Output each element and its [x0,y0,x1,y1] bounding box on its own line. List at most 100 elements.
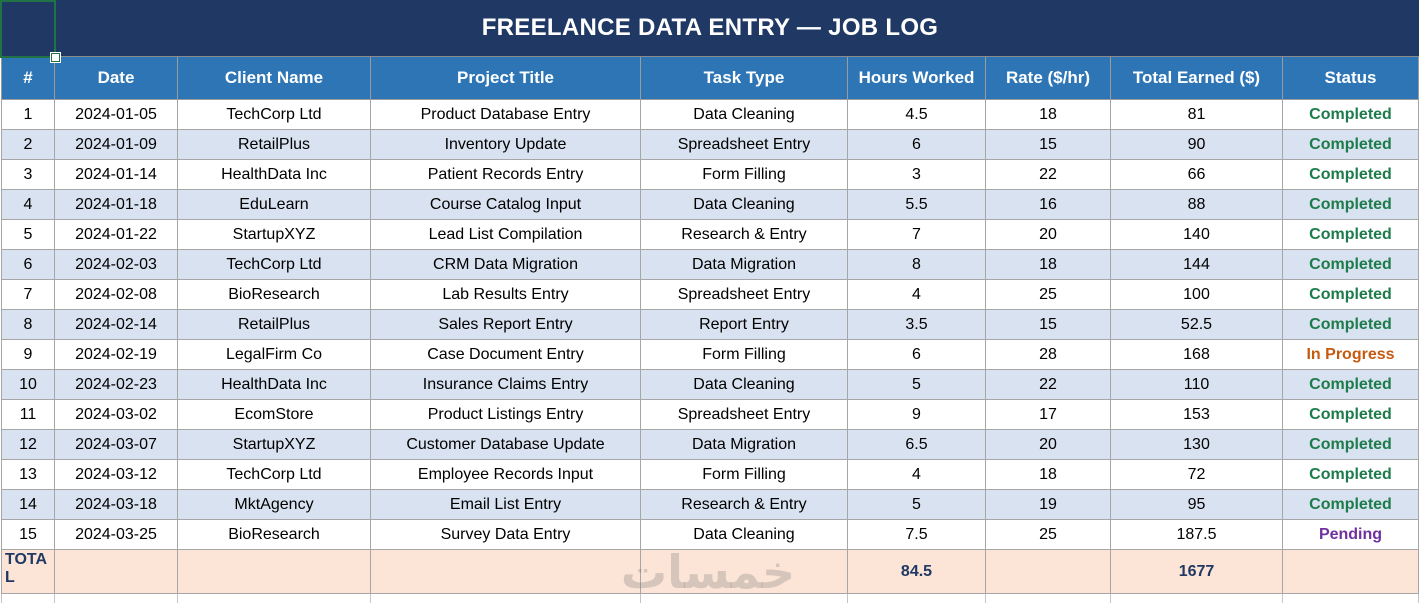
cell-project[interactable]: Survey Data Entry [371,520,641,550]
cell-hours[interactable]: 6.5 [848,430,986,460]
cell-task[interactable]: Form Filling [641,160,848,190]
cell-task[interactable]: Spreadsheet Entry [641,400,848,430]
cell-total[interactable]: 153 [1111,400,1283,430]
column-header[interactable]: Hours Worked [848,57,986,100]
cell-hours[interactable]: 6 [848,130,986,160]
cell-status[interactable]: Pending [1283,520,1419,550]
cell-num[interactable]: 2 [1,130,55,160]
cell-date[interactable]: 2024-03-02 [55,400,178,430]
cell-rate[interactable]: 15 [986,130,1111,160]
cell-rate[interactable]: 19 [986,490,1111,520]
cell-rate[interactable]: 28 [986,340,1111,370]
total-empty-client[interactable] [178,550,371,594]
cell-project[interactable]: Course Catalog Input [371,190,641,220]
cell-client[interactable]: BioResearch [178,520,371,550]
cell-status[interactable]: In Progress [1283,340,1419,370]
cell-task[interactable]: Research & Entry [641,490,848,520]
cell-num[interactable]: 4 [1,190,55,220]
cell-hours[interactable]: 4 [848,280,986,310]
cell-num[interactable]: 3 [1,160,55,190]
cell-total[interactable]: 110 [1111,370,1283,400]
cell-rate[interactable]: 20 [986,430,1111,460]
cell-hours[interactable]: 9 [848,400,986,430]
cell-status[interactable]: Completed [1283,400,1419,430]
cell-task[interactable]: Spreadsheet Entry [641,130,848,160]
cell-client[interactable]: RetailPlus [178,310,371,340]
cell-client[interactable]: StartupXYZ [178,430,371,460]
cell-task[interactable]: Report Entry [641,310,848,340]
cell-client[interactable]: LegalFirm Co [178,340,371,370]
column-header[interactable]: Total Earned ($) [1111,57,1283,100]
cell-project[interactable]: Customer Database Update [371,430,641,460]
cell-num[interactable]: 10 [1,370,55,400]
cell-total[interactable]: 130 [1111,430,1283,460]
cell-hours[interactable]: 5.5 [848,190,986,220]
cell-date[interactable]: 2024-03-12 [55,460,178,490]
cell-date[interactable]: 2024-03-18 [55,490,178,520]
cell-project[interactable]: Product Listings Entry [371,400,641,430]
cell-client[interactable]: TechCorp Ltd [178,100,371,130]
cell-client[interactable]: TechCorp Ltd [178,460,371,490]
cell-num[interactable]: 13 [1,460,55,490]
cell-total[interactable]: 144 [1111,250,1283,280]
cell-client[interactable]: StartupXYZ [178,220,371,250]
cell-client[interactable]: EcomStore [178,400,371,430]
fill-handle[interactable] [50,52,61,63]
cell-date[interactable]: 2024-02-03 [55,250,178,280]
cell-total[interactable]: 168 [1111,340,1283,370]
column-header[interactable]: Date [55,57,178,100]
cell-total[interactable]: 52.5 [1111,310,1283,340]
cell-total[interactable]: 140 [1111,220,1283,250]
cell-total[interactable]: 66 [1111,160,1283,190]
cell-rate[interactable]: 15 [986,310,1111,340]
cell-project[interactable]: CRM Data Migration [371,250,641,280]
cell-total[interactable]: 88 [1111,190,1283,220]
cell-rate[interactable]: 20 [986,220,1111,250]
cell-status[interactable]: Completed [1283,100,1419,130]
empty-cell[interactable] [641,594,848,603]
total-hours-cell[interactable]: 84.5 [848,550,986,594]
cell-hours[interactable]: 4.5 [848,100,986,130]
cell-client[interactable]: MktAgency [178,490,371,520]
cell-num[interactable]: 14 [1,490,55,520]
cell-hours[interactable]: 3 [848,160,986,190]
cell-task[interactable]: Data Migration [641,250,848,280]
cell-project[interactable]: Inventory Update [371,130,641,160]
cell-project[interactable]: Employee Records Input [371,460,641,490]
empty-cell[interactable] [371,594,641,603]
cell-hours[interactable]: 7 [848,220,986,250]
cell-num[interactable]: 1 [1,100,55,130]
cell-rate[interactable]: 17 [986,400,1111,430]
cell-hours[interactable]: 5 [848,370,986,400]
empty-cell[interactable] [1283,594,1419,603]
total-empty-date[interactable] [55,550,178,594]
cell-client[interactable]: EduLearn [178,190,371,220]
cell-task[interactable]: Form Filling [641,460,848,490]
cell-status[interactable]: Completed [1283,130,1419,160]
cell-rate[interactable]: 16 [986,190,1111,220]
empty-cell[interactable] [1,594,55,603]
cell-date[interactable]: 2024-03-25 [55,520,178,550]
empty-cell[interactable] [55,594,178,603]
cell-client[interactable]: HealthData Inc [178,160,371,190]
cell-num[interactable]: 11 [1,400,55,430]
cell-num[interactable]: 12 [1,430,55,460]
cell-status[interactable]: Completed [1283,310,1419,340]
empty-cell[interactable] [1111,594,1283,603]
cell-total[interactable]: 187.5 [1111,520,1283,550]
cell-num[interactable]: 9 [1,340,55,370]
cell-rate[interactable]: 18 [986,250,1111,280]
cell-date[interactable]: 2024-01-18 [55,190,178,220]
cell-rate[interactable]: 25 [986,520,1111,550]
cell-hours[interactable]: 5 [848,490,986,520]
cell-status[interactable]: Completed [1283,460,1419,490]
total-empty-status[interactable] [1283,550,1419,594]
column-header[interactable]: Project Title [371,57,641,100]
cell-task[interactable]: Data Cleaning [641,370,848,400]
cell-project[interactable]: Sales Report Entry [371,310,641,340]
cell-task[interactable]: Data Cleaning [641,100,848,130]
cell-project[interactable]: Lead List Compilation [371,220,641,250]
column-header[interactable]: # [1,57,55,100]
cell-hours[interactable]: 6 [848,340,986,370]
cell-total[interactable]: 95 [1111,490,1283,520]
